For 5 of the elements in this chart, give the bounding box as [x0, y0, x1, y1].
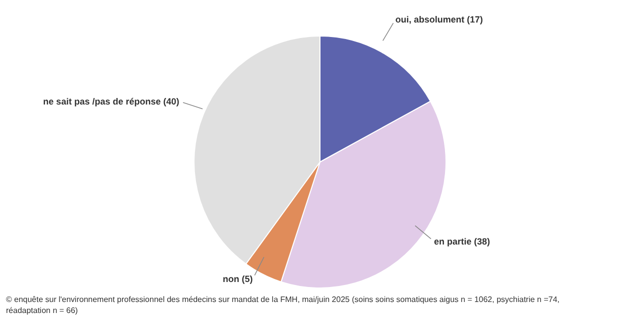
text: © enquête sur l'environnement professionnel des médecins sur mandat de la FMH, mai/juin 2025 (soins soins somatiques aigus n = 1062, psychiatrie n =74, réadaptation n = 66) — [6, 295, 560, 315]
slice-label: ne sait pas /pas de réponse (40) — [43, 96, 180, 106]
slice-label: en partie (38) — [434, 236, 490, 246]
slice-label: non (5) — [222, 274, 253, 284]
slice-label: oui, absolument (17) — [395, 14, 483, 25]
